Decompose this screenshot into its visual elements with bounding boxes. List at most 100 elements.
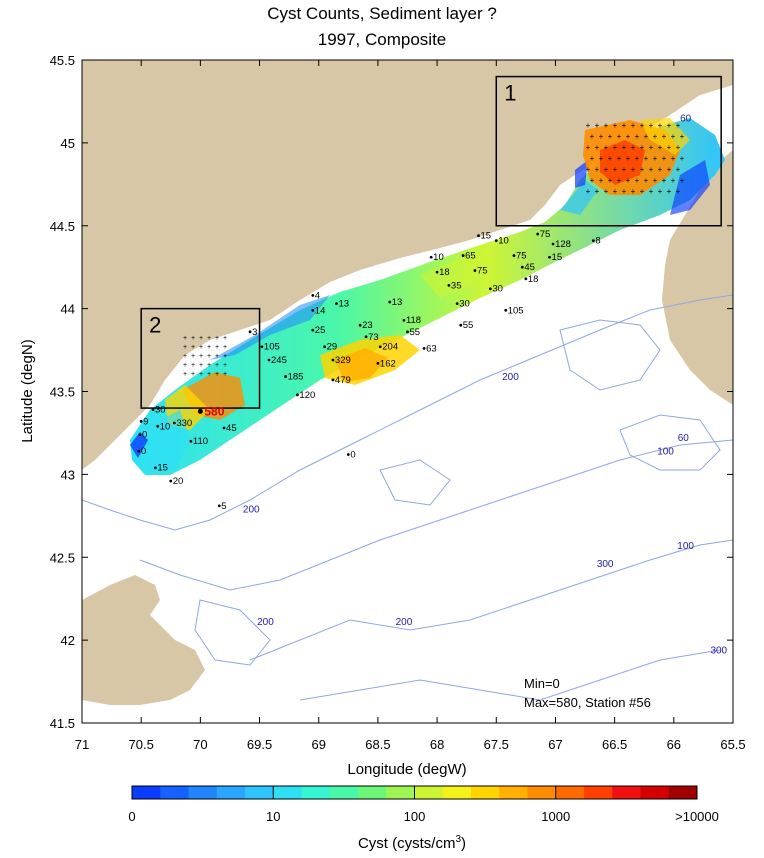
colorbar-swatch <box>555 786 585 799</box>
grid-station-mark: + <box>631 165 636 174</box>
grid-station-mark: + <box>223 335 227 342</box>
station-value: 75 <box>540 229 551 240</box>
grid-station-mark: + <box>199 335 203 342</box>
y-tick-label: 44 <box>61 302 75 317</box>
x-tick-label: 71 <box>75 737 89 752</box>
grid-station-mark: + <box>653 132 658 141</box>
colorbar-swatch <box>499 786 528 799</box>
station-value: 128 <box>555 239 571 250</box>
station-value: 185 <box>288 372 304 383</box>
grid-station-mark: + <box>207 362 211 369</box>
colorbar: 0 10 100 1000 >10000 <box>128 785 719 824</box>
grid-station-mark: + <box>608 154 613 163</box>
grid-station-mark: + <box>604 165 609 174</box>
colorbar-swatch <box>386 786 415 799</box>
grid-station-mark: + <box>644 176 649 185</box>
grid-station-mark: + <box>599 176 604 185</box>
max-station-value: 580 <box>204 404 224 418</box>
y-axis-label: Latitude (degN) <box>19 339 36 442</box>
y-tick-label: 45 <box>61 136 75 151</box>
grid-station-mark: + <box>215 335 219 342</box>
station-dot <box>459 323 463 327</box>
grid-station-mark: + <box>680 132 685 141</box>
grid-station-mark: + <box>613 121 618 130</box>
station-value: 10 <box>433 252 444 263</box>
colorbar-swatch <box>160 786 189 799</box>
colorbar-swatch <box>527 786 557 799</box>
x-tick-label: 66 <box>667 737 681 752</box>
station-value: 3 <box>252 327 257 338</box>
station-dot <box>311 308 315 312</box>
station-value: 0 <box>350 449 355 460</box>
grid-station-mark: + <box>631 143 636 152</box>
x-tick-label: 66.5 <box>602 737 627 752</box>
grid-station-mark: + <box>223 344 227 351</box>
station-dot <box>358 323 362 327</box>
grid-station-mark: + <box>199 371 203 378</box>
grid-station-mark: + <box>640 143 645 152</box>
station-value: 5 <box>221 501 226 512</box>
grid-station-mark: + <box>595 143 600 152</box>
colorbar-swatch <box>471 786 500 799</box>
y-tick-label: 41.5 <box>50 716 75 731</box>
station-value: 329 <box>335 355 351 366</box>
x-tick-label: 70.5 <box>129 737 154 752</box>
grid-station-mark: + <box>590 154 595 163</box>
grid-station-mark: + <box>199 353 203 360</box>
station-value: 18 <box>439 267 450 278</box>
grid-station-mark: + <box>617 132 622 141</box>
station-dot <box>335 302 338 306</box>
grid-station-mark: + <box>595 187 600 196</box>
colorbar-tick-label: >10000 <box>675 809 719 824</box>
station-value: 55 <box>410 327 421 338</box>
grid-station-mark: + <box>590 132 595 141</box>
station-dot <box>591 239 595 243</box>
station-dot <box>536 232 540 236</box>
station-dot <box>189 439 193 443</box>
bathymetry-contours <box>82 294 733 701</box>
contour-label: 200 <box>243 504 260 515</box>
contour-label: 100 <box>657 446 674 457</box>
station-dot <box>296 393 299 397</box>
grid-station-mark: + <box>590 176 595 185</box>
colorbar-tick-label: 100 <box>404 809 426 824</box>
station-value: 45 <box>226 423 237 434</box>
grid-station-mark: + <box>671 132 676 141</box>
grid-station-mark: + <box>586 165 591 174</box>
grid-station-mark: + <box>649 143 654 152</box>
station-dot <box>477 234 480 238</box>
station-dot <box>461 254 465 257</box>
station-value: 9 <box>143 416 148 427</box>
station-dot <box>512 254 516 257</box>
grid-station-mark: + <box>635 176 640 185</box>
station-value: 15 <box>481 231 492 242</box>
land <box>82 60 733 705</box>
grid-station-mark: + <box>658 121 663 130</box>
grid-station-mark: + <box>604 187 609 196</box>
station-dot <box>473 269 477 272</box>
grid-station-mark: + <box>653 176 658 185</box>
contour-label: 300 <box>597 559 614 570</box>
station-dot <box>494 239 498 243</box>
grid-station-mark: + <box>631 121 636 130</box>
station-value: 45 <box>524 262 535 273</box>
station-dot <box>172 421 176 425</box>
station-value: 10 <box>498 236 509 247</box>
station-value: 75 <box>516 251 527 262</box>
grid-station-mark: + <box>599 154 604 163</box>
grid-station-mark: + <box>671 176 676 185</box>
station-value: 15 <box>552 252 563 263</box>
grid-station-mark: + <box>658 165 663 174</box>
x-tick-label: 67 <box>548 737 562 752</box>
station-dot <box>435 270 439 274</box>
grid-station-mark: + <box>207 335 211 342</box>
grid-station-mark: + <box>586 187 591 196</box>
grid-station-mark: + <box>183 344 187 351</box>
grid-station-mark: + <box>622 143 627 152</box>
colorbar-swatch <box>188 786 218 799</box>
grid-station-mark: + <box>586 143 591 152</box>
station-dot <box>346 453 350 456</box>
grid-station-mark: + <box>662 176 667 185</box>
grid-station-mark: + <box>640 121 645 130</box>
station-dot <box>406 330 409 334</box>
